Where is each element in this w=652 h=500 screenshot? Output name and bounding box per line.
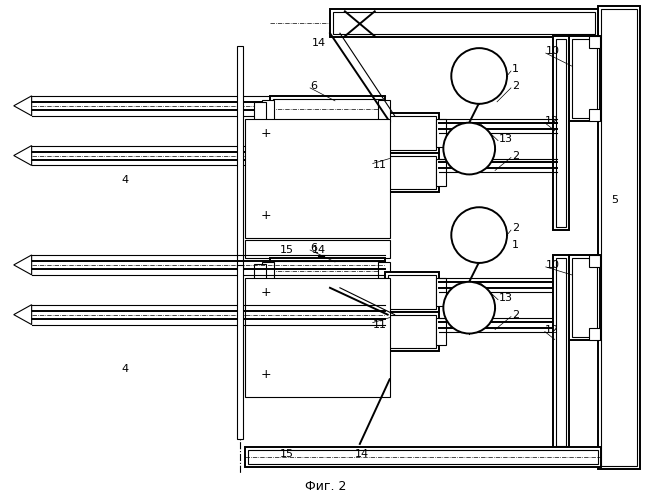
Text: 4: 4 [121, 176, 128, 186]
Bar [572, 39, 597, 117]
Bar [385, 152, 439, 192]
Bar [245, 278, 390, 397]
Bar [378, 318, 388, 345]
Bar [589, 328, 600, 340]
Text: 5: 5 [612, 196, 618, 205]
Bar [248, 450, 599, 464]
Bar [254, 102, 266, 120]
Text: 4: 4 [121, 364, 128, 374]
Bar [318, 255, 324, 265]
Bar [589, 36, 600, 48]
Bar [385, 272, 439, 312]
Text: 11: 11 [373, 160, 387, 170]
Text: 15: 15 [280, 245, 294, 255]
Bar [388, 314, 436, 348]
Bar [569, 255, 600, 340]
Bar [245, 240, 390, 258]
Polygon shape [14, 96, 32, 116]
Bar [378, 118, 388, 146]
Text: 15: 15 [280, 449, 294, 459]
Text: 14: 14 [312, 38, 326, 48]
Bar [245, 118, 390, 238]
Bar [436, 278, 447, 305]
Bar [388, 156, 436, 190]
Polygon shape [14, 146, 32, 166]
Bar [589, 109, 600, 120]
Bar [378, 158, 388, 186]
Bar [385, 312, 439, 352]
Bar [556, 39, 566, 227]
Circle shape [451, 207, 507, 263]
Bar [388, 275, 436, 308]
Bar [245, 447, 601, 467]
Bar [572, 258, 597, 336]
Bar [378, 262, 390, 284]
Text: 12: 12 [545, 116, 559, 126]
Bar [589, 255, 600, 267]
Bar [601, 10, 637, 466]
Text: 10: 10 [546, 46, 560, 56]
Text: +: + [260, 127, 271, 140]
Bar [436, 158, 447, 186]
Text: 2: 2 [512, 223, 519, 233]
Text: 6: 6 [310, 81, 317, 91]
Text: Фиг. 2: Фиг. 2 [305, 480, 347, 493]
Bar [330, 10, 599, 37]
Text: 2: 2 [512, 81, 519, 91]
Bar [436, 318, 447, 345]
Polygon shape [14, 255, 32, 275]
Text: +: + [260, 286, 271, 300]
Circle shape [443, 122, 495, 174]
Bar [237, 265, 243, 439]
Bar [273, 261, 381, 285]
Text: 12: 12 [545, 324, 559, 334]
Bar [569, 36, 600, 120]
Text: 13: 13 [499, 134, 513, 143]
Bar [553, 255, 569, 449]
Text: 2: 2 [512, 150, 519, 160]
Text: 14: 14 [312, 245, 326, 255]
Circle shape [451, 48, 507, 104]
Text: 11: 11 [373, 320, 387, 330]
Bar [333, 12, 595, 34]
Bar [556, 258, 566, 446]
Bar [262, 100, 274, 122]
Bar [378, 278, 388, 305]
Text: 1: 1 [512, 240, 519, 250]
Text: 13: 13 [499, 292, 513, 302]
Text: 1: 1 [512, 64, 519, 74]
Bar [237, 46, 243, 270]
Bar [271, 96, 385, 126]
Bar [388, 116, 436, 150]
Bar [273, 99, 381, 122]
Bar [378, 100, 390, 122]
Text: +: + [260, 208, 271, 222]
Text: 10: 10 [546, 260, 560, 270]
Bar [262, 262, 274, 284]
Bar [553, 36, 569, 230]
Text: +: + [260, 368, 271, 381]
Bar [385, 113, 439, 152]
Bar [436, 118, 447, 146]
Bar [271, 258, 385, 288]
Bar [254, 264, 266, 282]
Text: 2: 2 [512, 310, 519, 320]
Bar [599, 6, 640, 469]
Polygon shape [14, 304, 32, 324]
Text: 14: 14 [355, 449, 369, 459]
Circle shape [443, 282, 495, 334]
Text: 6: 6 [310, 243, 317, 253]
